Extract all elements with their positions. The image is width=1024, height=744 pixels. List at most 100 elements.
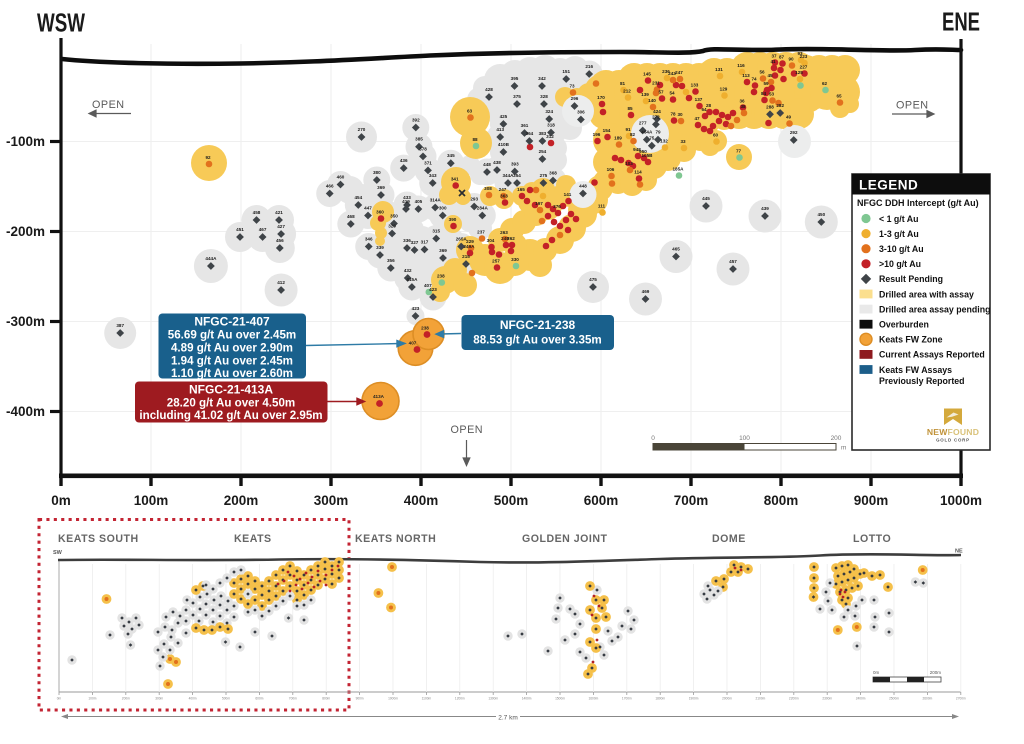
svg-text:131: 131	[715, 67, 723, 72]
svg-text:-300m: -300m	[6, 314, 45, 329]
svg-text:300: 300	[439, 206, 447, 211]
svg-text:346: 346	[365, 237, 373, 242]
svg-text:WSW: WSW	[37, 8, 85, 38]
svg-text:141: 141	[564, 192, 572, 197]
svg-text:196: 196	[593, 132, 601, 137]
svg-text:145: 145	[643, 72, 651, 77]
svg-text:600m: 600m	[584, 493, 619, 508]
svg-text:238: 238	[437, 274, 445, 279]
svg-text:314A: 314A	[430, 198, 442, 203]
svg-text:88: 88	[472, 137, 478, 142]
svg-text:93: 93	[797, 51, 803, 56]
svg-text:132: 132	[660, 139, 668, 144]
svg-text:327: 327	[411, 240, 419, 245]
svg-text:2100m: 2100m	[756, 697, 766, 701]
svg-text:92: 92	[205, 155, 211, 160]
svg-text:318: 318	[547, 123, 555, 128]
svg-text:324: 324	[545, 109, 553, 114]
svg-text:189: 189	[614, 136, 622, 141]
svg-text:SW: SW	[53, 550, 63, 556]
svg-text:308: 308	[484, 186, 492, 191]
svg-text:390: 390	[449, 217, 457, 222]
svg-text:100m: 100m	[88, 697, 96, 701]
svg-text:2500m: 2500m	[889, 697, 899, 701]
svg-text:85: 85	[627, 106, 633, 111]
svg-text:45: 45	[767, 73, 773, 78]
svg-text:105B: 105B	[642, 153, 654, 158]
svg-text:300m: 300m	[314, 493, 349, 508]
svg-text:465: 465	[672, 247, 680, 252]
svg-text:33: 33	[680, 139, 686, 144]
svg-text:500m: 500m	[494, 493, 529, 508]
svg-text:0: 0	[651, 435, 655, 442]
svg-text:2700m: 2700m	[956, 697, 966, 701]
svg-text:247: 247	[675, 70, 683, 75]
svg-text:354: 354	[513, 173, 521, 178]
svg-text:380: 380	[373, 170, 381, 175]
svg-text:65: 65	[836, 94, 842, 99]
svg-text:948: 948	[633, 147, 641, 152]
svg-text:330: 330	[511, 257, 519, 262]
svg-text:37: 37	[771, 54, 777, 59]
svg-text:450: 450	[817, 212, 825, 217]
svg-text:444A: 444A	[205, 256, 217, 261]
svg-text:56: 56	[759, 70, 765, 75]
svg-text:275: 275	[540, 173, 548, 178]
svg-text:400m: 400m	[189, 697, 197, 701]
svg-text:129: 129	[720, 87, 728, 92]
svg-text:317: 317	[421, 240, 429, 245]
svg-text:700m: 700m	[289, 697, 297, 701]
svg-text:393: 393	[511, 162, 519, 167]
svg-text:1.94 g/t Au over 2.45m: 1.94 g/t Au over 2.45m	[171, 355, 293, 368]
svg-text:407: 407	[424, 283, 432, 288]
svg-text:77: 77	[736, 149, 742, 154]
svg-text:125: 125	[795, 70, 803, 75]
svg-text:170: 170	[597, 95, 605, 100]
svg-text:428: 428	[485, 87, 493, 92]
svg-text:950: 950	[639, 149, 647, 154]
svg-text:-100m: -100m	[6, 134, 45, 149]
svg-text:475: 475	[589, 277, 597, 282]
svg-text:419: 419	[402, 199, 410, 204]
svg-text:270: 270	[358, 127, 366, 132]
svg-text:-400m: -400m	[6, 404, 45, 419]
svg-text:KEATS: KEATS	[234, 533, 272, 545]
svg-text:36: 36	[739, 99, 745, 104]
svg-text:400m: 400m	[404, 493, 439, 508]
svg-text:423: 423	[429, 287, 437, 292]
svg-text:231: 231	[652, 81, 660, 86]
svg-text:NEWFOUND: NEWFOUND	[927, 427, 979, 437]
svg-text:300m: 300m	[155, 697, 163, 701]
svg-text:ENE: ENE	[942, 7, 980, 37]
svg-text:82: 82	[630, 132, 636, 137]
svg-text:2200m: 2200m	[789, 697, 799, 701]
svg-text:59: 59	[763, 81, 769, 86]
svg-text:500m: 500m	[222, 697, 230, 701]
svg-text:114: 114	[634, 170, 642, 175]
svg-text:0m: 0m	[51, 493, 71, 508]
svg-text:356: 356	[387, 258, 395, 263]
svg-text:133: 133	[691, 83, 699, 88]
svg-text:427: 427	[277, 224, 285, 229]
svg-text:Drilled area with assay: Drilled area with assay	[879, 289, 974, 299]
svg-text:215: 215	[462, 254, 470, 259]
svg-text:63: 63	[467, 109, 473, 114]
svg-text:137: 137	[695, 97, 703, 102]
svg-text:254: 254	[539, 149, 547, 154]
svg-text:438: 438	[493, 160, 501, 165]
svg-text:54: 54	[669, 91, 675, 96]
svg-text:368: 368	[549, 171, 557, 176]
svg-text:154: 154	[603, 128, 611, 133]
svg-text:415A: 415A	[406, 277, 418, 282]
svg-text:448: 448	[579, 184, 587, 189]
svg-text:100m: 100m	[134, 493, 169, 508]
svg-text:53: 53	[769, 92, 775, 97]
svg-text:800m: 800m	[322, 697, 330, 701]
svg-text:433: 433	[403, 195, 411, 200]
svg-text:292: 292	[790, 130, 798, 135]
svg-text:454: 454	[354, 195, 362, 200]
svg-text:383: 383	[539, 131, 547, 136]
svg-text:87: 87	[779, 55, 785, 60]
svg-text:1600m: 1600m	[589, 697, 599, 701]
svg-text:385: 385	[415, 137, 423, 142]
